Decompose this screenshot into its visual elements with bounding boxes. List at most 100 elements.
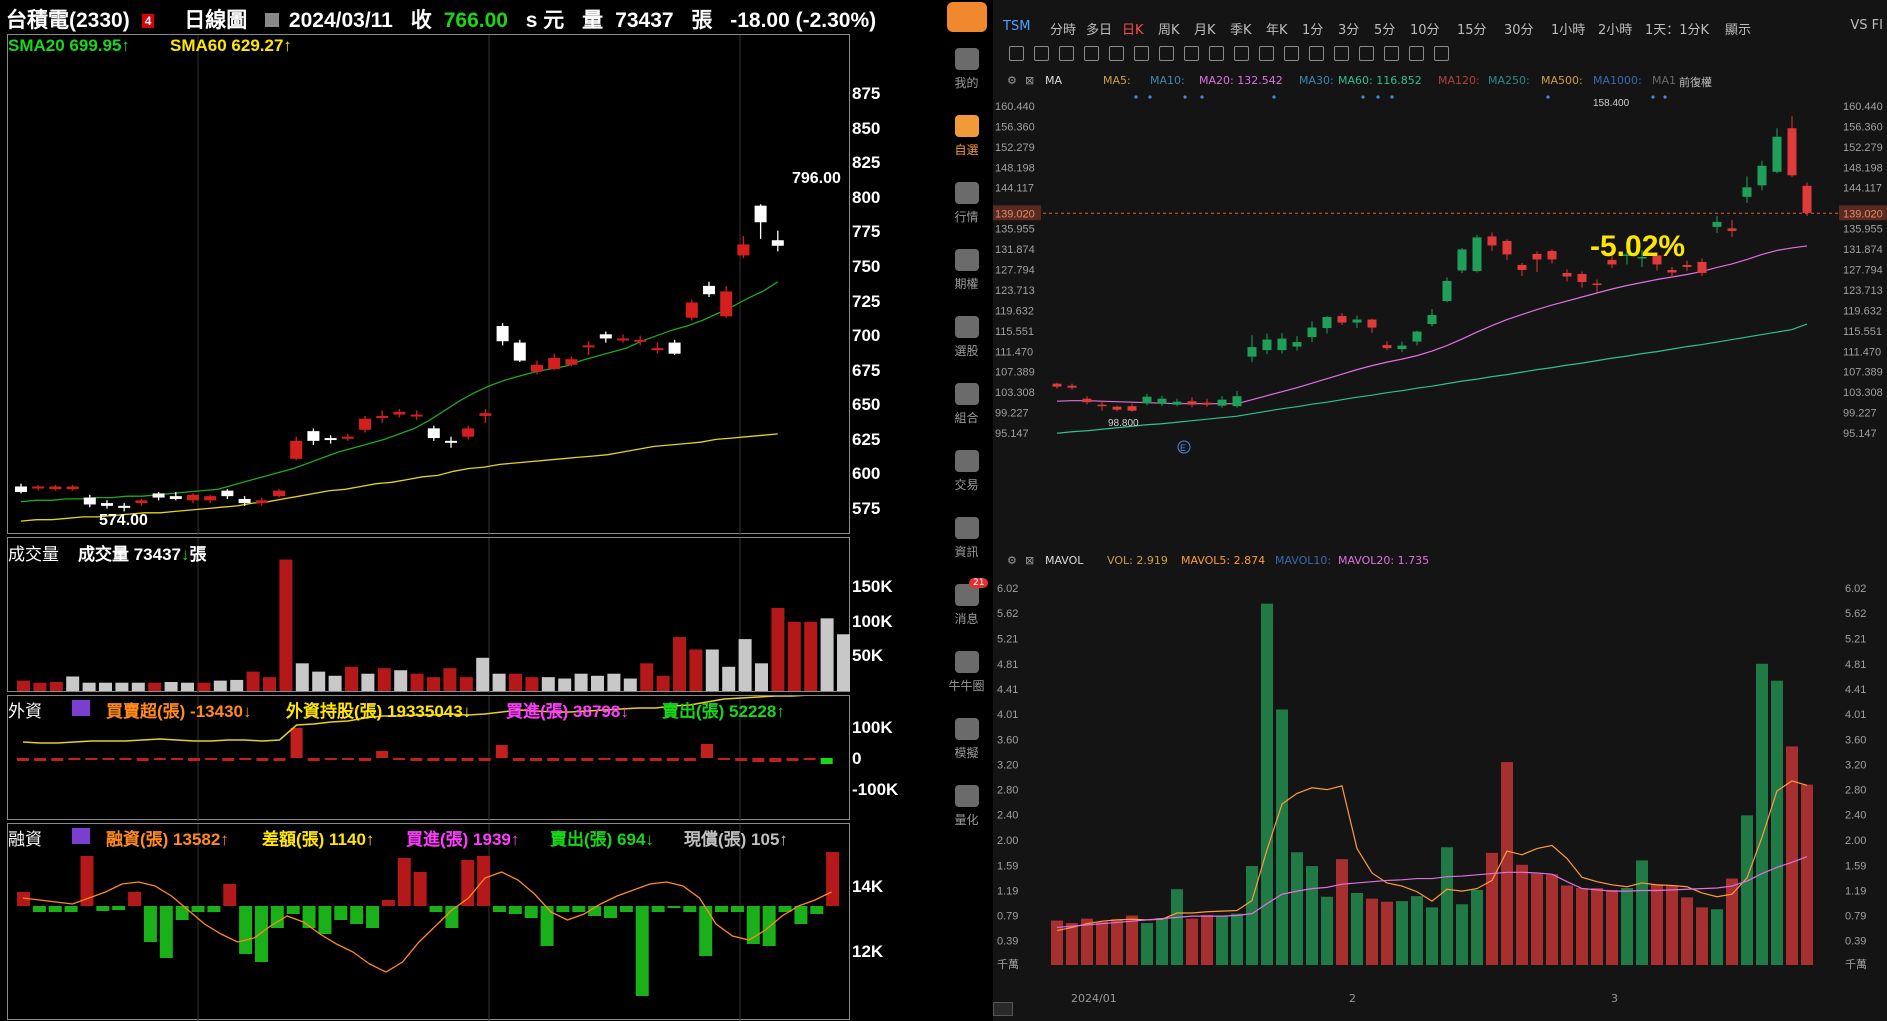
tab-10[interactable]: 5分: [1374, 23, 1396, 38]
mavol-label[interactable]: MAVOL: [1045, 554, 1084, 567]
volume-bar: [1276, 709, 1288, 965]
event-dot: [1376, 95, 1380, 99]
foreign-bar: [683, 758, 696, 761]
tab-4[interactable]: 周K: [1158, 23, 1180, 38]
drawing-tool-icon[interactable]: [1334, 46, 1349, 61]
tab-1[interactable]: 分時: [1050, 23, 1077, 38]
drawing-tool-icon[interactable]: [1209, 46, 1224, 61]
ma5-label: MA5:: [1103, 74, 1131, 87]
candle-body: [1682, 264, 1692, 267]
vol-tick-right: 5.62: [1845, 608, 1866, 620]
volume-chart[interactable]: 6.02 6.02 5.62 5.62 5.21 5.21 4.81 4.81 4.41 4.41…: [993, 570, 1887, 990]
drawing-tool-icon[interactable]: [1284, 46, 1299, 61]
candle-body: [1637, 256, 1647, 259]
price-tick-right: 111.470: [1843, 346, 1881, 358]
drawing-tool-icon[interactable]: [1384, 46, 1399, 61]
high-label: 158.400: [1593, 98, 1630, 109]
drawing-tool-icon[interactable]: [1359, 46, 1374, 61]
sidebar-item-avatar[interactable]: 我的: [940, 48, 993, 91]
tab-15[interactable]: 2小時: [1598, 23, 1633, 38]
drawing-tool-icon[interactable]: [1034, 46, 1049, 61]
sidebar-item-options[interactable]: 期權: [940, 249, 993, 292]
ma20-label: MA20: 132.542: [1199, 74, 1283, 87]
margin-bar: [48, 906, 62, 912]
margin-bar: [350, 906, 364, 924]
candle-body: [1307, 327, 1317, 338]
sidebar-item-message[interactable]: 消息 21: [940, 578, 993, 627]
drawing-tool-icon[interactable]: [1234, 46, 1249, 61]
vol-tick-right: 2.40: [1845, 810, 1866, 822]
candle-body: [1382, 345, 1392, 349]
vol-settings-icon[interactable]: ⚙: [1007, 554, 1017, 567]
drawing-tool-icon[interactable]: [1059, 46, 1074, 61]
sidebar-item-quant[interactable]: 量化: [940, 785, 993, 828]
sidebar-item-news[interactable]: 資訊: [940, 517, 993, 560]
tab-12[interactable]: 15分: [1457, 23, 1487, 38]
sidebar-item-community[interactable]: 牛牛圈: [940, 651, 993, 694]
drawing-tool-icon[interactable]: [1009, 46, 1024, 61]
drawing-tool-icon[interactable]: [1259, 46, 1274, 61]
volume-bar: [1501, 762, 1513, 965]
tab-3[interactable]: 日K: [1122, 23, 1144, 38]
drawing-tool-icon[interactable]: [1084, 46, 1099, 61]
sidebar-item-market[interactable]: 行情: [940, 182, 993, 225]
tab-0[interactable]: TSM: [1003, 19, 1031, 34]
volume-bar: [558, 678, 572, 691]
drawing-tool-icon[interactable]: [1134, 46, 1149, 61]
tab-5[interactable]: 月K: [1194, 23, 1216, 38]
candle-body: [204, 496, 217, 501]
tab-2[interactable]: 多日: [1086, 23, 1113, 38]
ma20-line: [1056, 245, 1808, 405]
tab-14[interactable]: 1小時: [1551, 23, 1586, 38]
tab-6[interactable]: 季K: [1230, 23, 1252, 38]
volume-bar: [591, 675, 604, 691]
sidebar-item-trade[interactable]: 交易: [940, 450, 993, 493]
volume-bar: [1441, 847, 1453, 965]
sidebar-item-portfolio[interactable]: 組合: [940, 383, 993, 426]
vs-label[interactable]: VS FI: [1850, 18, 1883, 33]
drawing-tool-icon[interactable]: [1409, 46, 1424, 61]
price-chart[interactable]: 160.440 160.440 156.360 156.360 152.279 152.2…: [993, 92, 1887, 552]
chart-type-label[interactable]: 日線圖: [184, 9, 248, 32]
volume-bar: [1216, 915, 1228, 965]
sidebar-item-filter[interactable]: 選股: [940, 316, 993, 359]
foreign-bar: [102, 758, 115, 760]
close-icon[interactable]: ⊠: [1025, 74, 1035, 87]
app-logo-icon[interactable]: [947, 2, 987, 32]
drawing-tool-icon[interactable]: [1109, 46, 1124, 61]
price-tick-right: 148.198: [1843, 162, 1883, 174]
candle-body: [513, 342, 526, 361]
candle-body: [1577, 273, 1587, 282]
candle-body: [1742, 187, 1752, 197]
margin-menu-icon[interactable]: [72, 828, 90, 844]
volume-bar: [115, 682, 129, 691]
volume-bar: [640, 663, 654, 691]
volume-legend: 成交量 73437↓張: [78, 540, 207, 565]
dropdown-icon[interactable]: [265, 13, 280, 27]
tab-16[interactable]: 1天：1分K: [1645, 23, 1710, 38]
settings-icon[interactable]: ⚙: [1007, 74, 1017, 87]
candle-body: [1277, 338, 1287, 351]
volume-tick-label: 100K: [852, 611, 893, 631]
price-tick-right: 144.117: [1843, 183, 1882, 195]
margin-bar: [683, 906, 697, 912]
drawing-tool-icon[interactable]: [1434, 46, 1449, 61]
drawing-tool-icon[interactable]: [1159, 46, 1174, 61]
drawing-tool-icon[interactable]: [1309, 46, 1324, 61]
drawing-tool-icon[interactable]: [1184, 46, 1199, 61]
scroll-handle-icon[interactable]: [993, 1002, 1013, 1016]
tab-11[interactable]: 10分: [1410, 23, 1440, 38]
foreign-menu-icon[interactable]: [72, 700, 90, 716]
tab-17[interactable]: 顯示: [1725, 23, 1752, 38]
sidebar-item-watchlist[interactable]: 自選: [940, 115, 993, 158]
price-tick-right: 139.020: [1843, 208, 1883, 220]
tab-13[interactable]: 30分: [1504, 23, 1534, 38]
restore-label[interactable]: 前復權: [1679, 76, 1712, 89]
tab-9[interactable]: 3分: [1338, 23, 1360, 38]
ma-label[interactable]: MA: [1045, 74, 1063, 87]
margin-bar: [445, 906, 459, 928]
tab-8[interactable]: 1分: [1302, 23, 1324, 38]
vol-close-icon[interactable]: ⊠: [1025, 554, 1035, 567]
sidebar-item-simulate[interactable]: 模擬: [940, 718, 993, 761]
tab-7[interactable]: 年K: [1266, 23, 1288, 38]
